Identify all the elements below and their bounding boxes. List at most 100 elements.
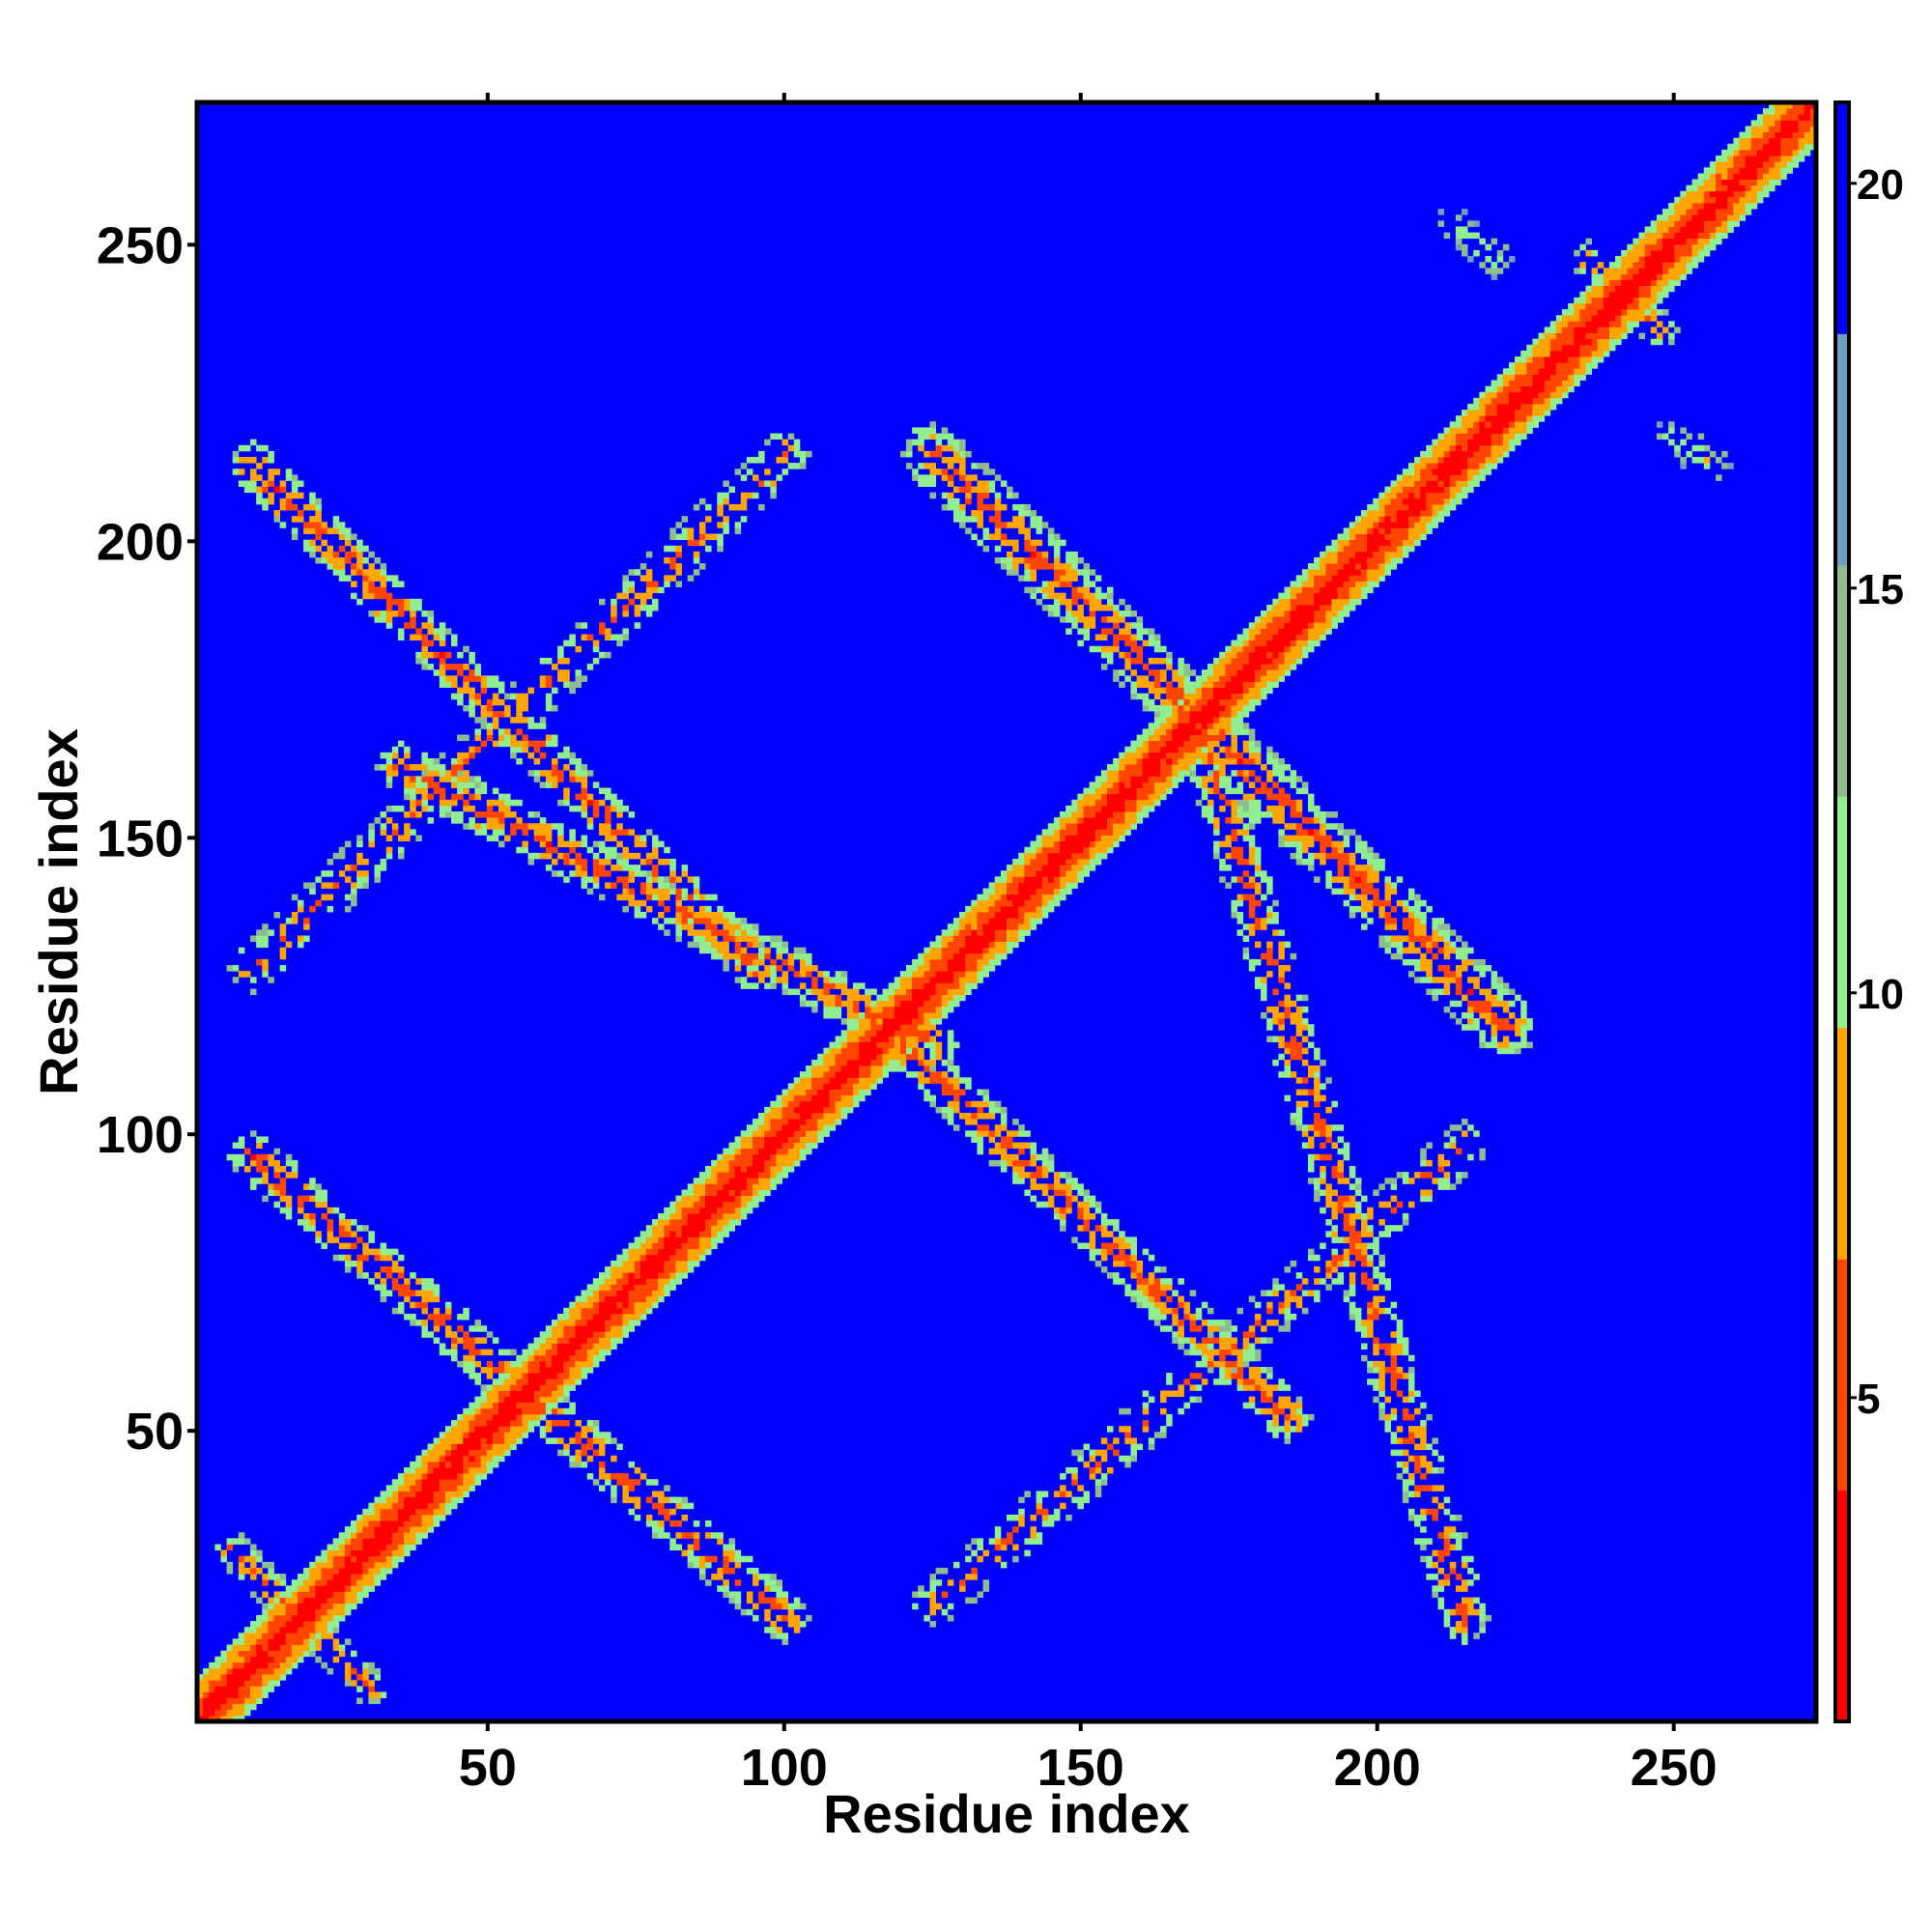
heatmap-cell bbox=[1414, 965, 1421, 972]
heatmap-cell bbox=[1242, 1378, 1250, 1385]
heatmap-cell bbox=[581, 876, 588, 883]
heatmap-cell bbox=[651, 1295, 659, 1303]
heatmap-cell bbox=[250, 977, 257, 983]
heatmap-cell bbox=[1113, 1449, 1120, 1457]
heatmap-cell bbox=[209, 1686, 215, 1692]
heatmap-cell bbox=[1307, 1248, 1315, 1256]
heatmap-cell bbox=[1136, 1266, 1144, 1273]
heatmap-cell bbox=[220, 1715, 227, 1722]
heatmap-cell bbox=[338, 1608, 346, 1616]
heatmap-cell bbox=[273, 1166, 281, 1173]
heatmap-cell bbox=[439, 1485, 446, 1492]
heatmap-cell bbox=[935, 1006, 943, 1013]
heatmap-cell bbox=[303, 1650, 310, 1658]
heatmap-cell bbox=[273, 1591, 281, 1598]
heatmap-cell bbox=[605, 1320, 611, 1326]
heatmap-cell bbox=[1449, 1532, 1457, 1539]
heatmap-cell bbox=[723, 1166, 729, 1173]
heatmap-cell bbox=[776, 1178, 782, 1184]
heatmap-cell bbox=[469, 1432, 475, 1438]
heatmap-cell bbox=[1178, 1390, 1184, 1397]
heatmap-cell bbox=[321, 1195, 327, 1203]
heatmap-cell bbox=[723, 1585, 729, 1592]
heatmap-cell bbox=[256, 1686, 263, 1692]
heatmap-cell bbox=[988, 1112, 996, 1120]
heatmap-cell bbox=[338, 1242, 346, 1250]
heatmap-cell bbox=[923, 1065, 930, 1072]
heatmap-cell bbox=[1254, 846, 1262, 854]
heatmap-cell bbox=[1254, 982, 1262, 989]
heatmap-cell bbox=[492, 829, 499, 836]
heatmap-cell bbox=[1153, 1295, 1161, 1303]
heatmap-cell bbox=[664, 918, 670, 924]
heatmap-cell bbox=[658, 1266, 665, 1273]
heatmap-cell bbox=[929, 941, 936, 949]
heatmap-cell bbox=[1060, 1207, 1066, 1214]
heatmap-cell bbox=[451, 1354, 458, 1362]
heatmap-cell bbox=[611, 1337, 617, 1344]
heatmap-cell bbox=[1473, 977, 1480, 983]
heatmap-cell bbox=[876, 1071, 883, 1078]
heatmap-cell bbox=[912, 1006, 919, 1013]
heatmap-cell bbox=[1012, 941, 1019, 949]
heatmap-cell bbox=[238, 1633, 245, 1639]
heatmap-cell bbox=[243, 1650, 251, 1658]
heatmap-cell bbox=[1089, 1248, 1096, 1256]
heatmap-cell bbox=[1100, 835, 1108, 841]
heatmap-cell bbox=[846, 1011, 854, 1019]
heatmap-cell bbox=[1284, 1266, 1292, 1273]
heatmap-cell bbox=[1437, 988, 1445, 996]
heatmap-cell bbox=[1426, 941, 1433, 949]
heatmap-cell bbox=[368, 823, 375, 830]
heatmap-cell bbox=[1502, 982, 1510, 989]
heatmap-cell bbox=[338, 1650, 346, 1658]
heatmap-cell bbox=[1337, 1178, 1345, 1184]
heatmap-cell bbox=[1467, 1011, 1474, 1019]
heatmap-cell bbox=[1041, 1520, 1049, 1527]
heatmap-cell bbox=[811, 1100, 818, 1108]
heatmap-cell bbox=[941, 1083, 949, 1090]
heatmap-cell bbox=[250, 988, 257, 996]
heatmap-cell bbox=[1455, 965, 1463, 972]
heatmap-cell bbox=[391, 1307, 399, 1315]
heatmap-cell bbox=[888, 1065, 895, 1072]
heatmap-cell bbox=[752, 923, 759, 930]
heatmap-cell bbox=[622, 1284, 629, 1291]
heatmap-cell bbox=[1349, 1172, 1356, 1179]
heatmap-cell bbox=[639, 1313, 647, 1321]
heatmap-cell bbox=[303, 1591, 310, 1598]
heatmap-cell bbox=[852, 1077, 860, 1084]
heatmap-cell bbox=[651, 1242, 659, 1250]
heatmap-cell bbox=[776, 977, 782, 983]
heatmap-cell bbox=[605, 1290, 611, 1296]
heatmap-cell bbox=[410, 1538, 416, 1545]
heatmap-cell bbox=[1307, 1136, 1315, 1143]
heatmap-cell bbox=[285, 1627, 293, 1634]
heatmap-cell bbox=[1384, 894, 1391, 901]
heatmap-cell bbox=[1396, 1201, 1404, 1208]
heatmap-cell bbox=[865, 994, 871, 1002]
heatmap-cell bbox=[1018, 865, 1025, 871]
heatmap-cell bbox=[929, 952, 936, 960]
heatmap-cell bbox=[1236, 846, 1244, 854]
heatmap-cell bbox=[947, 1065, 954, 1072]
heatmap-cell bbox=[1124, 1284, 1131, 1291]
heatmap-cell bbox=[516, 823, 523, 830]
heatmap-cell bbox=[344, 1260, 352, 1267]
heatmap-cell bbox=[344, 1231, 352, 1237]
heatmap-cell bbox=[1426, 1159, 1433, 1167]
heatmap-cell bbox=[1189, 1349, 1197, 1356]
heatmap-cell bbox=[1437, 1502, 1445, 1510]
heatmap-cell bbox=[758, 1189, 765, 1197]
heatmap-cell bbox=[1384, 1201, 1391, 1208]
heatmap-cell bbox=[906, 1000, 913, 1008]
heatmap-cell bbox=[415, 1455, 422, 1463]
heatmap-cell bbox=[711, 912, 718, 919]
heatmap-cell bbox=[1307, 840, 1315, 848]
heatmap-cell bbox=[1432, 941, 1438, 949]
heatmap-cell bbox=[404, 1284, 411, 1291]
heatmap-cell bbox=[527, 1413, 535, 1421]
heatmap-cell bbox=[1030, 888, 1037, 895]
heatmap-cell bbox=[952, 929, 960, 936]
heatmap-cell bbox=[622, 1260, 629, 1267]
